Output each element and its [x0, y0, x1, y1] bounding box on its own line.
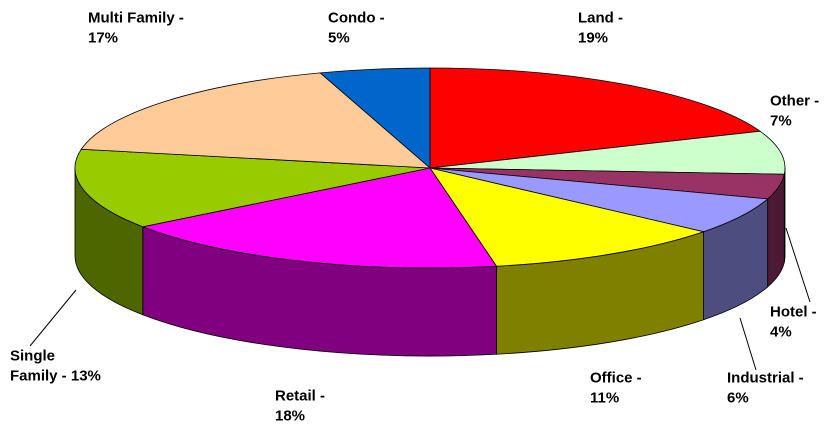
data-label: 11% — [590, 389, 619, 406]
data-label: Family - 13% — [10, 367, 101, 384]
slice — [319, 67, 431, 169]
data-label: 5% — [328, 29, 350, 46]
data-label: 6% — [727, 389, 749, 406]
data-label: Office - — [590, 369, 642, 386]
slice — [429, 167, 769, 233]
data-label: Single — [10, 347, 55, 364]
slice — [80, 72, 432, 169]
data-label: Condo - — [328, 9, 385, 26]
data-label: 7% — [770, 112, 792, 129]
leader-line — [739, 317, 757, 371]
data-label: 17% — [88, 29, 118, 46]
data-label: 4% — [770, 323, 792, 340]
slice — [429, 67, 762, 169]
data-label: Multi Family - — [88, 9, 184, 26]
data-label: Retail - — [275, 387, 325, 404]
tops — [74, 67, 786, 269]
leader-line — [785, 227, 811, 303]
data-label: Other - — [770, 92, 819, 109]
slice — [429, 130, 786, 175]
slice — [141, 167, 498, 269]
data-label: Land - — [578, 9, 623, 26]
slice — [74, 148, 431, 228]
leader-line — [29, 289, 77, 347]
data-label: 18% — [275, 407, 305, 424]
data-label: 19% — [578, 29, 608, 46]
slice — [429, 167, 705, 267]
data-label: Industrial - — [727, 369, 804, 386]
data-label: Hotel - — [770, 303, 817, 320]
